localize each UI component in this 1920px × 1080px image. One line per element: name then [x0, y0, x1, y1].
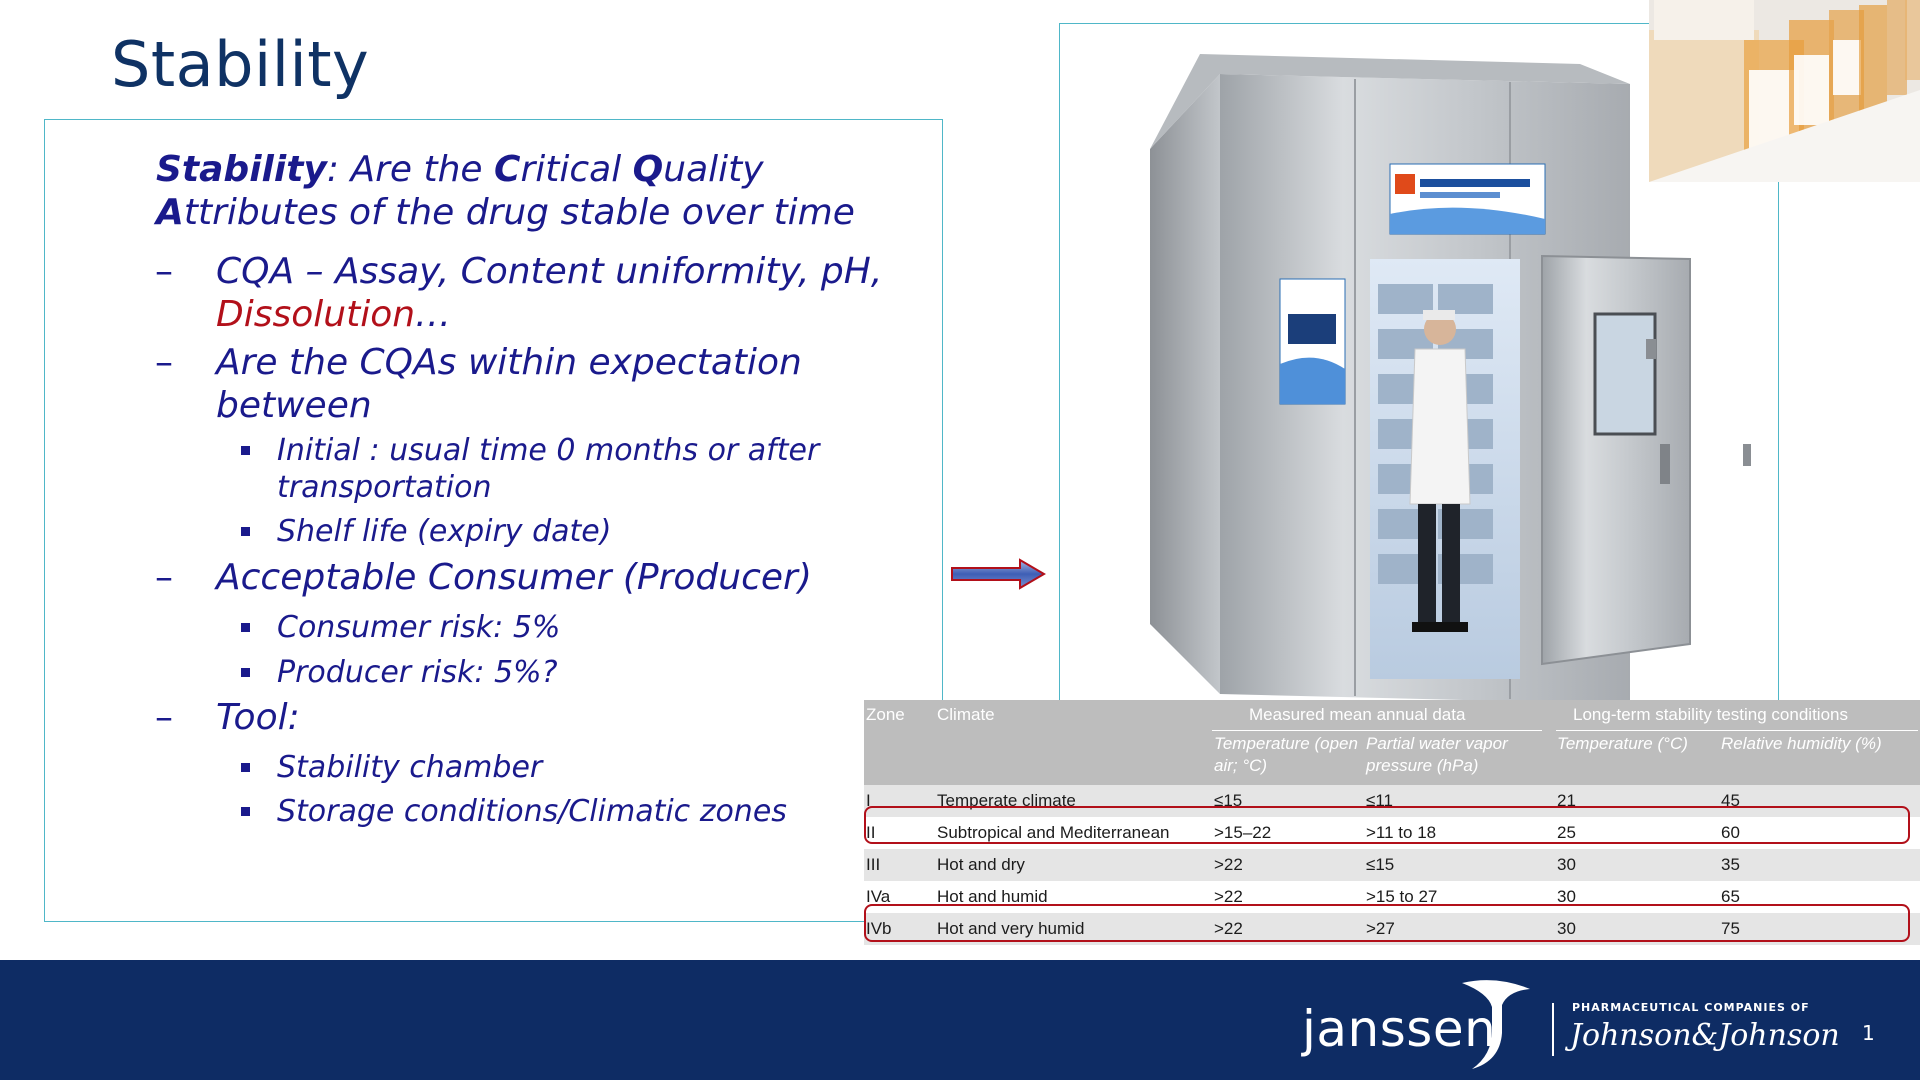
header-zone: Zone — [866, 705, 905, 724]
header-rule — [1556, 730, 1918, 731]
sub-text: Storage conditions/Climatic zones — [277, 794, 787, 829]
sub-text: Stability chamber — [277, 750, 543, 785]
cell-climate: Subtropical and Mediterranean — [937, 823, 1170, 842]
square-bullet-icon — [241, 763, 250, 772]
cell-vapor: >27 — [1366, 919, 1395, 938]
ellipsis: … — [415, 294, 452, 335]
page-number: 1 — [1862, 1021, 1875, 1045]
square-bullet-icon — [241, 527, 250, 536]
cell-zone: IVa — [866, 887, 891, 906]
lead-bold-q: Q — [632, 149, 664, 190]
cell-temp: 30 — [1557, 855, 1576, 874]
stability-chamber-illustration — [1150, 54, 1751, 704]
cell-zone: IVb — [866, 919, 892, 938]
header-rule — [1212, 730, 1542, 731]
cell-zone: II — [866, 823, 876, 842]
header-vapor-pressure: Partial water vapor pressure (hPa) — [1366, 734, 1508, 775]
cell-temp-open: ≤15 — [1214, 791, 1243, 810]
table-row: II Subtropical and Mediterranean >15–22 … — [864, 817, 1920, 849]
sub-text: Producer risk: 5%? — [277, 655, 558, 690]
cell-temp: 30 — [1557, 887, 1576, 906]
logo-divider — [1552, 1003, 1554, 1056]
table-header: Zone Climate Measured mean annual data L… — [864, 700, 1920, 785]
square-bullet-icon — [241, 623, 250, 632]
janssen-logo: janssen — [1302, 1000, 1497, 1058]
lead-text: : Are the — [326, 149, 495, 190]
list-text: Tool: — [216, 697, 300, 738]
lead-text: ttributes of the drug stable over time — [183, 192, 855, 233]
climatic-zones-table: Zone Climate Measured mean annual data L… — [864, 700, 1920, 945]
cell-temp: 25 — [1557, 823, 1576, 842]
list-text: Acceptable Consumer (Producer) — [216, 557, 812, 598]
dash-marker: – — [155, 251, 173, 292]
footer-bar — [0, 960, 1920, 1080]
square-bullet-icon — [241, 446, 250, 455]
dissolution-highlight: Dissolution — [216, 294, 416, 335]
square-bullet-icon — [241, 668, 250, 677]
cell-rh: 35 — [1721, 855, 1740, 874]
cell-rh: 75 — [1721, 919, 1740, 938]
dash-marker: – — [155, 342, 173, 383]
cell-zone: I — [866, 791, 871, 810]
square-bullet-icon — [241, 807, 250, 816]
cell-rh: 60 — [1721, 823, 1740, 842]
table-row: IVb Hot and very humid >22 >27 30 75 — [864, 913, 1920, 945]
lead-text: ritical — [520, 149, 633, 190]
header-temperature: Temperature (°C) — [1557, 734, 1688, 753]
cell-zone: III — [866, 855, 881, 874]
cell-vapor: ≤11 — [1366, 791, 1393, 810]
table-row: III Hot and dry >22 ≤15 30 35 — [864, 849, 1920, 881]
list-text: Are the CQAs within expectation between — [216, 342, 802, 426]
header-relative-humidity: Relative humidity (%) — [1721, 734, 1882, 753]
cell-rh: 45 — [1721, 791, 1740, 810]
cell-temp-open: >22 — [1214, 887, 1243, 906]
list-text: CQA – Assay, Content uniformity, pH, Diss… — [216, 250, 916, 336]
cell-temp: 30 — [1557, 919, 1576, 938]
lead-text: uality — [663, 149, 764, 190]
cell-vapor: >15 to 27 — [1366, 887, 1438, 906]
header-temp-open-air: Temperature (open air; °C) — [1214, 734, 1358, 775]
lead-question: Stability: Are the Critical Quality Attr… — [156, 148, 936, 234]
slide-title: Stability — [111, 28, 370, 101]
header-longterm: Long-term stability testing conditions — [1573, 705, 1848, 724]
jj-tagline: PHARMACEUTICAL COMPANIES OF — [1572, 1001, 1810, 1014]
cell-temp-open: >22 — [1214, 855, 1243, 874]
cell-climate: Hot and humid — [937, 887, 1048, 906]
lead-bold-stability: Stability — [156, 149, 327, 190]
cell-climate: Temperate climate — [937, 791, 1076, 810]
dash-marker: – — [155, 697, 173, 738]
table-row: IVa Hot and humid >22 >15 to 27 30 65 — [864, 881, 1920, 913]
text-frame — [44, 119, 943, 922]
pill-bottles-illustration — [1649, 0, 1920, 182]
cqa-text: CQA – Assay, Content uniformity, pH, — [216, 251, 883, 292]
jj-logo: Johnson&Johnson — [1570, 1018, 1840, 1053]
janssen-swoosh-icon — [1462, 980, 1530, 1069]
right-arrow-icon — [951, 558, 1046, 590]
cell-temp-open: >15–22 — [1214, 823, 1272, 842]
cell-climate: Hot and dry — [937, 855, 1025, 874]
sub-text: Consumer risk: 5% — [277, 610, 561, 645]
cell-climate: Hot and very humid — [937, 919, 1085, 938]
lead-bold-c: C — [494, 149, 521, 190]
cell-temp: 21 — [1557, 791, 1576, 810]
sub-text: Initial : usual time 0 months or after t… — [277, 433, 820, 505]
header-climate: Climate — [937, 705, 995, 724]
dash-marker: – — [155, 557, 173, 598]
cell-temp-open: >22 — [1214, 919, 1243, 938]
pill-bottles-photo — [1649, 0, 1920, 182]
header-measured: Measured mean annual data — [1249, 705, 1466, 724]
table-row: I Temperate climate ≤15 ≤11 21 45 — [864, 785, 1920, 817]
cell-rh: 65 — [1721, 887, 1740, 906]
sub-text: Shelf life (expiry date) — [277, 514, 612, 549]
cell-vapor: ≤15 — [1366, 855, 1395, 874]
highlight-zone-ii — [864, 806, 1910, 844]
cell-vapor: >11 to 18 — [1366, 823, 1437, 842]
lead-bold-a: A — [156, 192, 184, 233]
highlight-zone-ivb — [864, 904, 1910, 942]
